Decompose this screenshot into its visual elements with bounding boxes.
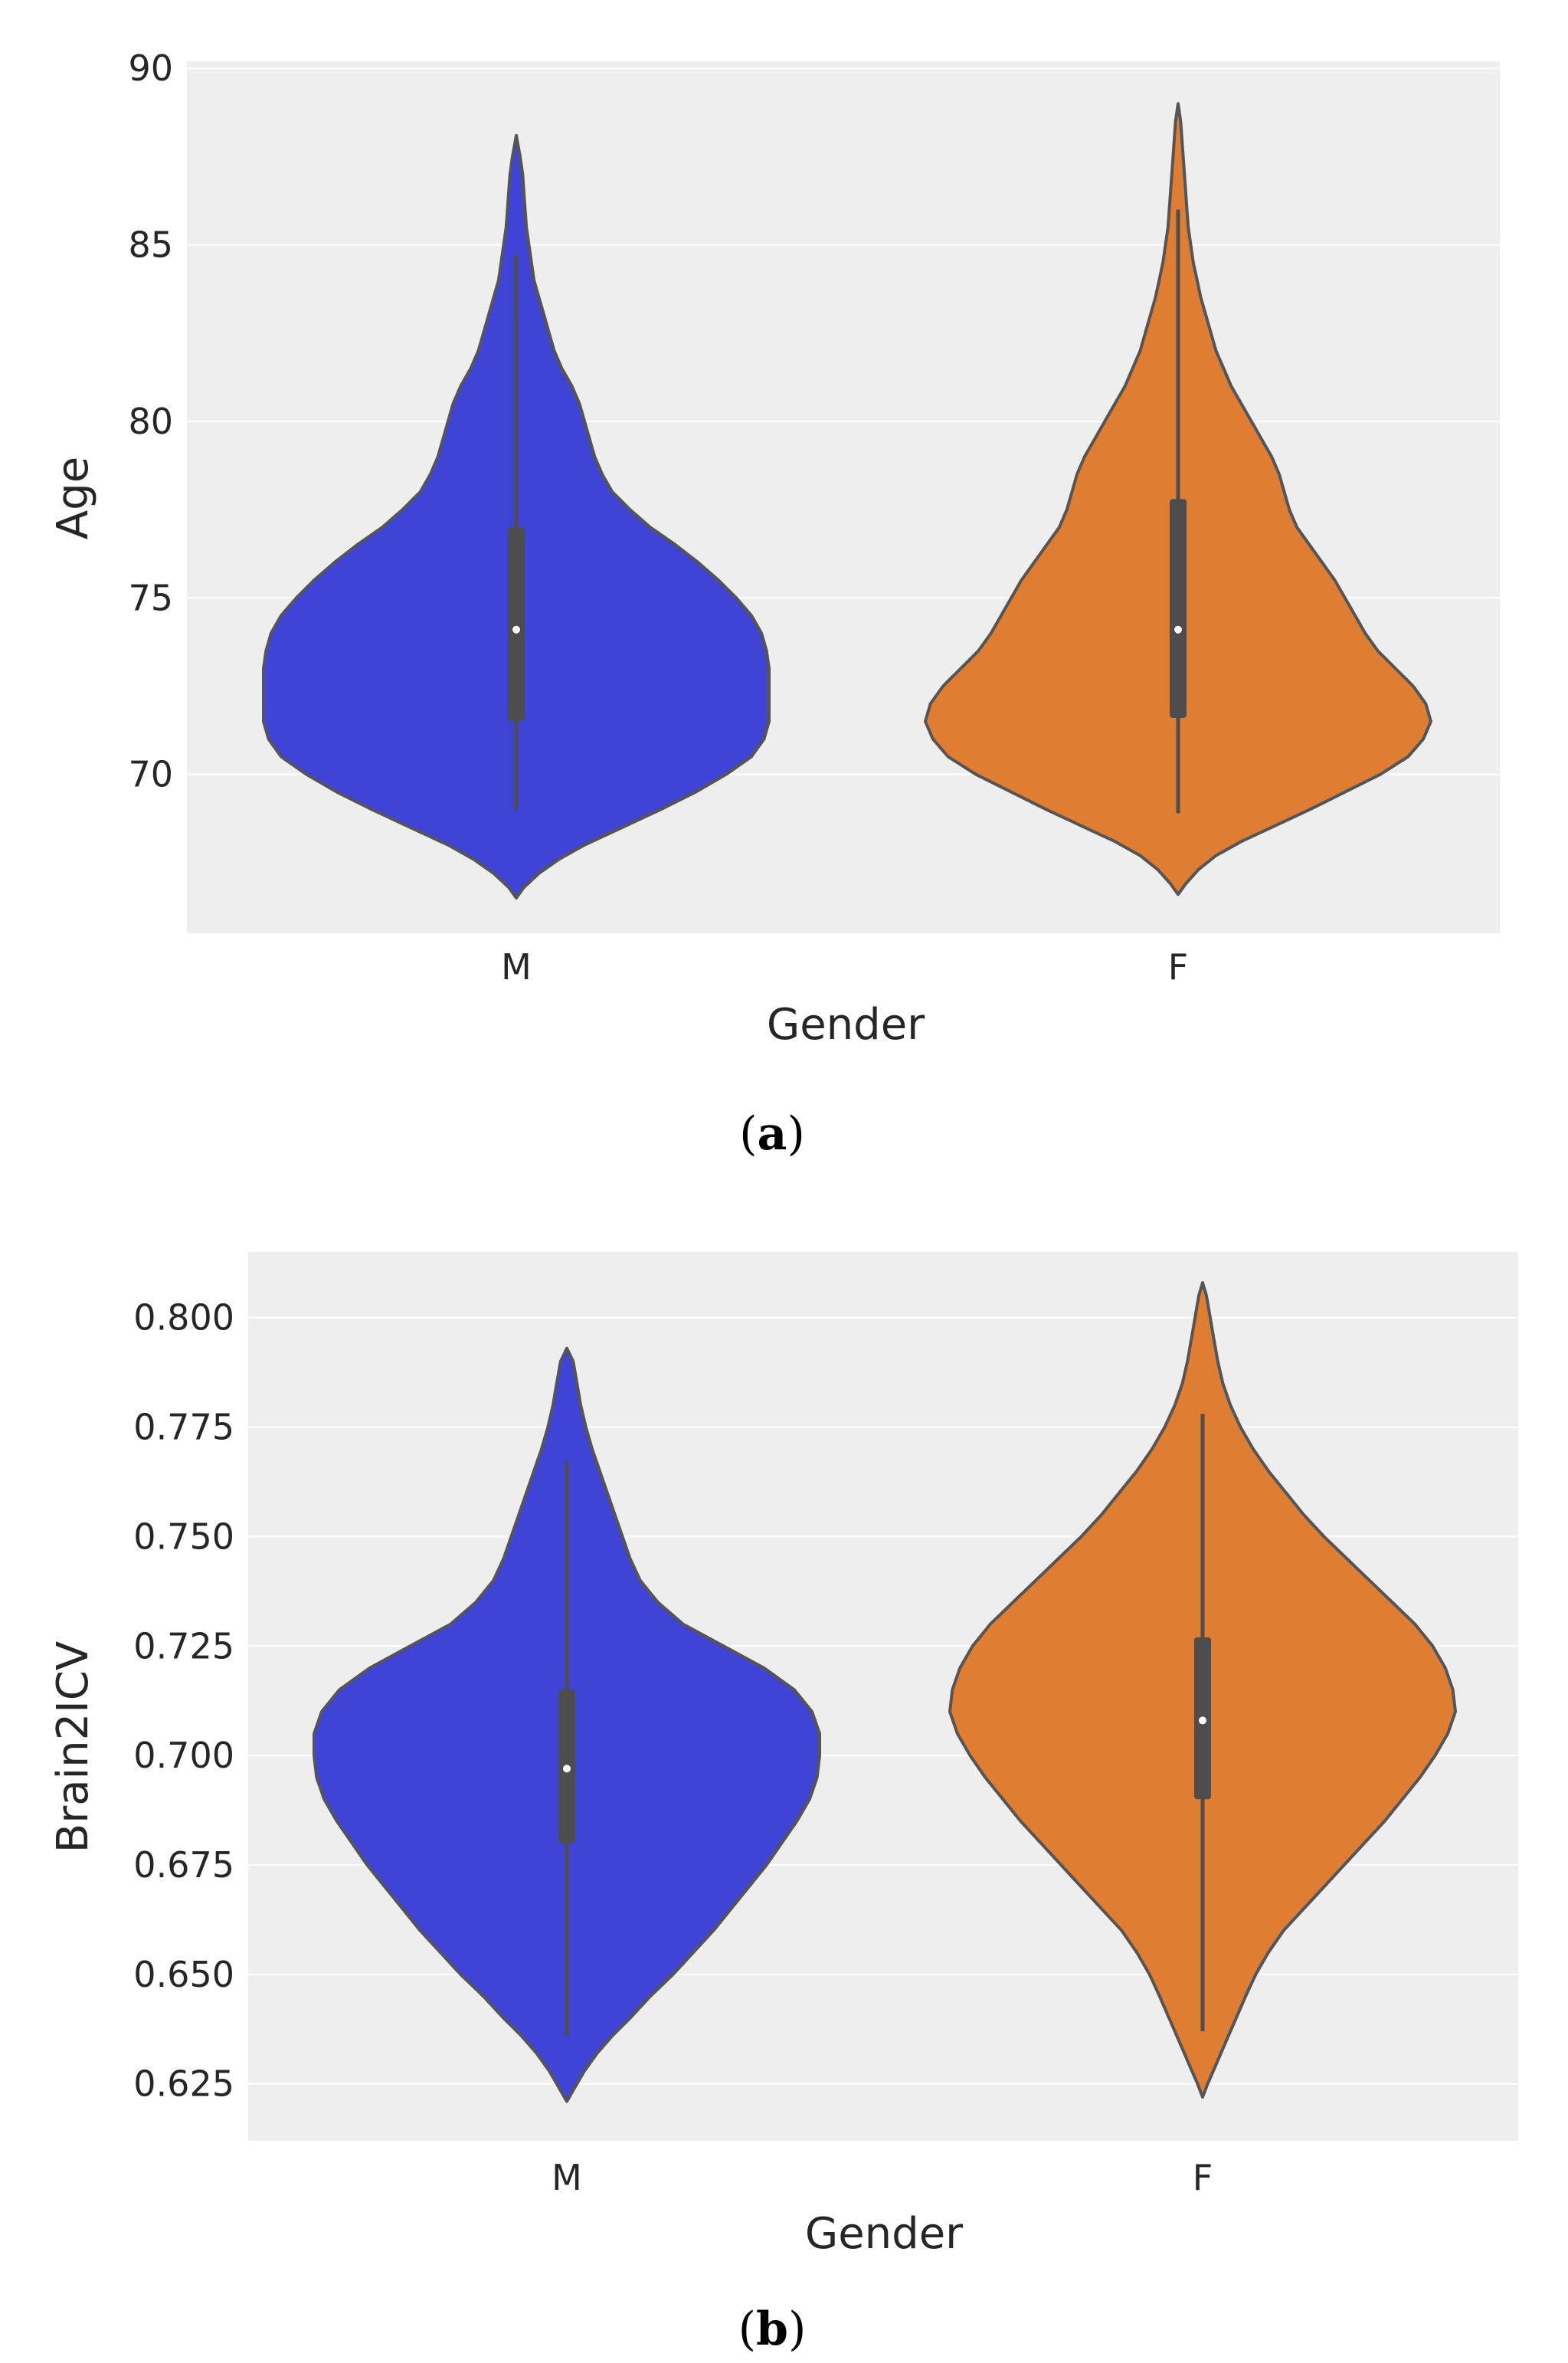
- violin-m: [262, 133, 771, 900]
- violins: [262, 102, 1432, 900]
- x-axis-label: Gender: [767, 1000, 925, 1050]
- y-tick-label: 90: [128, 48, 173, 89]
- median-marker: [512, 625, 520, 634]
- y-tick-label: 0.725: [133, 1625, 234, 1667]
- y-tick-label: 75: [128, 577, 173, 618]
- violins: [313, 1281, 1457, 2103]
- x-axis-label: Gender: [805, 2209, 964, 2259]
- y-tick-label: 0.800: [133, 1297, 234, 1339]
- iqr-box: [508, 527, 525, 722]
- chart-panel-b: 0.625 0.650 0.675 0.700 0.725 0.750 0.775 0.800…: [0, 1195, 1568, 2363]
- y-tick-label: 0.650: [133, 1954, 234, 1995]
- violin-f: [948, 1281, 1457, 2099]
- y-tick-label: 0.675: [133, 1844, 234, 1886]
- panel-letter-a: a: [758, 1107, 787, 1161]
- y-tick-label: 0.750: [133, 1516, 234, 1557]
- median-marker: [1199, 1716, 1206, 1725]
- panel-caption-a: (a): [739, 1107, 805, 1161]
- x-tick-label-m: M: [552, 2157, 582, 2198]
- y-tick-label: 70: [128, 754, 173, 795]
- panel-letter-b: b: [756, 2302, 788, 2356]
- median-marker: [1174, 625, 1182, 634]
- x-tick-label-m: M: [501, 946, 532, 988]
- y-axis-label: Brain2ICV: [48, 1641, 98, 1853]
- violin-chart-age: 70 75 80 85 90 M F Gender Age (a): [48, 48, 1500, 1161]
- panel-caption-b: (b): [738, 2302, 807, 2356]
- y-tick-label: 80: [128, 401, 173, 442]
- x-tick-label-f: F: [1193, 2157, 1213, 2198]
- violin-m: [313, 1346, 821, 2103]
- y-tick-label: 85: [128, 225, 173, 266]
- y-tick-label: 0.775: [133, 1407, 234, 1448]
- y-tick-label: 0.700: [133, 1735, 234, 1776]
- x-tick-label-f: F: [1168, 946, 1188, 988]
- chart-panel-a: 70 75 80 85 90 M F Gender Age (a): [48, 48, 1500, 1161]
- y-tick-label: 0.625: [133, 2063, 234, 2105]
- median-marker: [563, 1765, 571, 1773]
- violin-chart-brain2icv: 0.625 0.650 0.675 0.700 0.725 0.750 0.775 0.800…: [48, 1252, 1518, 2356]
- violin-f: [924, 102, 1432, 896]
- y-axis-label: Age: [48, 457, 98, 539]
- y-ticks: 70 75 80 85 90: [128, 48, 173, 795]
- iqr-box: [1170, 499, 1187, 718]
- y-ticks: 0.625 0.650 0.675 0.700 0.725 0.750 0.775 0.800: [133, 1297, 234, 2105]
